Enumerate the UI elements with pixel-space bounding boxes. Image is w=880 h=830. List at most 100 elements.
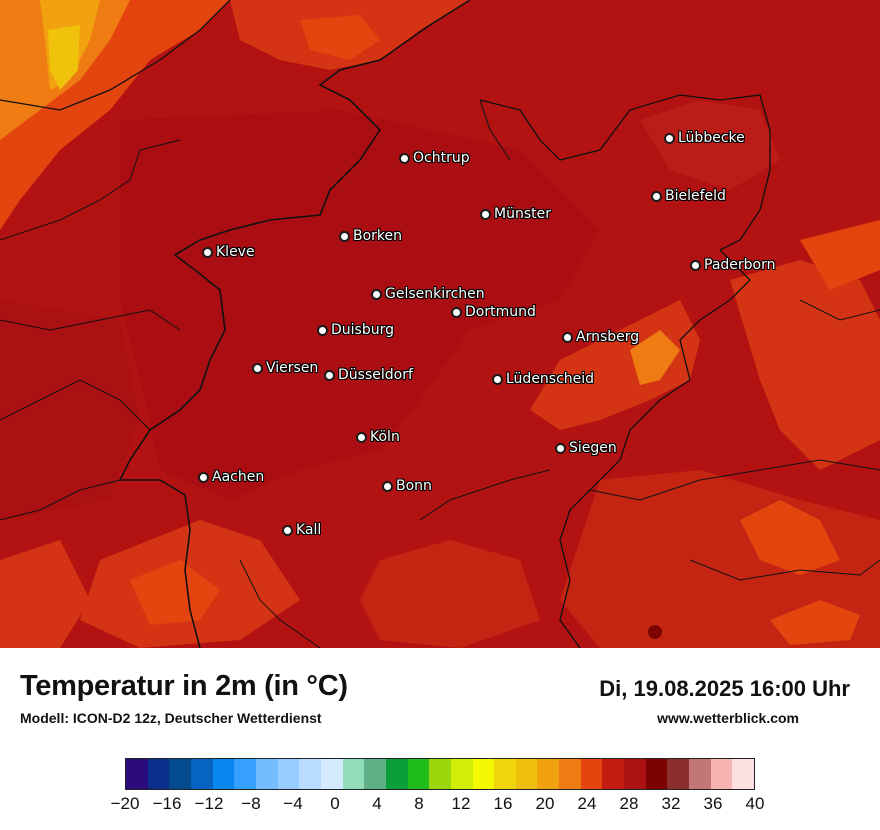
- city-dot-icon: [651, 190, 662, 202]
- city-label: Münster: [494, 206, 551, 222]
- scale-tick-label: 16: [493, 794, 513, 813]
- scale-tick-label: −16: [152, 794, 182, 813]
- temperature-map: Lübbecke Ochtrup Bielefeld Münster Borke…: [0, 0, 880, 648]
- city-marker: Bonn: [382, 478, 432, 494]
- scale-tick-label: 20: [535, 794, 555, 813]
- city-label: Paderborn: [704, 257, 776, 273]
- scale-tick-label: 0: [330, 794, 340, 813]
- city-marker: Köln: [356, 429, 400, 445]
- city-marker: Siegen: [555, 440, 617, 456]
- city-marker: Ochtrup: [399, 150, 470, 166]
- color-swatch: [234, 759, 256, 789]
- city-dot-icon: [555, 442, 566, 454]
- color-swatch: [147, 759, 170, 789]
- city-marker: Dortmund: [451, 304, 536, 320]
- city-marker: Kall: [282, 522, 321, 538]
- city-label: Kleve: [216, 244, 255, 260]
- forecast-datetime: Di, 19.08.2025 16:00 Uhr: [599, 676, 850, 701]
- scale-tick-label: −12: [194, 794, 224, 813]
- color-swatch: [190, 759, 213, 789]
- color-swatch: [169, 759, 191, 789]
- color-swatch: [559, 759, 581, 789]
- city-label: Ochtrup: [413, 150, 470, 166]
- scale-tick-label: 28: [619, 794, 639, 813]
- city-label: Duisburg: [331, 322, 394, 338]
- city-dot-icon: [451, 306, 462, 318]
- city-dot-icon: [252, 362, 263, 374]
- city-label: Düsseldorf: [338, 367, 413, 383]
- color-swatch: [732, 759, 755, 789]
- color-swatch: [537, 759, 560, 789]
- website-link[interactable]: www.wetterblick.com: [657, 710, 799, 726]
- color-swatch: [472, 759, 495, 789]
- city-dot-icon: [356, 431, 367, 443]
- scale-tick-label: −8: [241, 794, 261, 813]
- color-swatch: [580, 759, 603, 789]
- scale-tick-label: −4: [283, 794, 303, 813]
- city-label: Lübbecke: [678, 130, 745, 146]
- city-dot-icon: [480, 208, 491, 220]
- city-dot-icon: [371, 288, 382, 300]
- color-swatch: [689, 759, 711, 789]
- city-marker: Paderborn: [690, 257, 775, 273]
- scale-tick-label: 8: [414, 794, 424, 813]
- color-swatch: [385, 759, 408, 789]
- city-label: Köln: [370, 429, 400, 445]
- city-label: Arnsberg: [576, 329, 640, 345]
- color-scale-bar: [125, 758, 755, 790]
- scale-tick-label: −20: [110, 794, 140, 813]
- city-marker: Münster: [480, 206, 551, 222]
- city-label: Lüdenscheid: [506, 371, 595, 387]
- scale-tick-label: 36: [703, 794, 723, 813]
- city-dot-icon: [382, 480, 393, 492]
- temperature-field: [0, 0, 880, 648]
- city-marker: Bielefeld: [651, 188, 726, 204]
- color-scale-ticks: −20 −16 −12 −8 −4 0 4 8 12 16 20 24 28 32 36 40: [0, 794, 880, 818]
- city-marker: Kleve: [202, 244, 255, 260]
- color-swatch: [624, 759, 646, 789]
- scale-tick-label: 32: [661, 794, 681, 813]
- color-swatch: [710, 759, 733, 789]
- city-dot-icon: [282, 524, 293, 536]
- city-dot-icon: [339, 230, 350, 242]
- city-marker: Viersen: [252, 360, 318, 376]
- city-marker: Gelsenkirchen: [371, 286, 485, 302]
- city-label: Aachen: [212, 469, 265, 485]
- color-swatch: [602, 759, 625, 789]
- city-marker: Duisburg: [317, 322, 394, 338]
- city-marker: Düsseldorf: [324, 367, 413, 383]
- color-swatch: [126, 759, 148, 789]
- color-swatch: [277, 759, 300, 789]
- city-dot-icon: [198, 471, 209, 483]
- city-dot-icon: [399, 152, 410, 164]
- scale-tick-label: 4: [372, 794, 382, 813]
- color-swatch: [320, 759, 343, 789]
- city-dot-icon: [664, 132, 675, 144]
- map-title: Temperatur in 2m (in °C): [20, 670, 348, 702]
- scale-tick-label: 24: [577, 794, 597, 813]
- city-label: Siegen: [569, 440, 617, 456]
- city-dot-icon: [324, 369, 335, 381]
- color-swatch: [342, 759, 365, 789]
- city-dot-icon: [690, 259, 701, 271]
- model-info: Modell: ICON-D2 12z, Deutscher Wetterdie…: [20, 710, 322, 726]
- city-label: Bielefeld: [665, 188, 726, 204]
- color-swatch: [494, 759, 516, 789]
- color-swatch: [299, 759, 321, 789]
- color-swatch: [429, 759, 451, 789]
- scale-tick-label: 40: [745, 794, 765, 813]
- color-swatch: [364, 759, 386, 789]
- color-swatch: [450, 759, 473, 789]
- scale-tick-label: 12: [451, 794, 471, 813]
- city-marker: Arnsberg: [562, 329, 639, 345]
- city-dot-icon: [202, 246, 213, 258]
- city-dot-icon: [562, 331, 573, 343]
- city-dot-icon: [317, 324, 328, 336]
- city-label: Bonn: [396, 478, 432, 494]
- color-swatch: [212, 759, 235, 789]
- legend-panel: Temperatur in 2m (in °C) Modell: ICON-D2…: [0, 648, 880, 830]
- city-label: Gelsenkirchen: [385, 286, 485, 302]
- city-dot-icon: [492, 373, 503, 385]
- city-label: Borken: [353, 228, 403, 244]
- color-swatch: [645, 759, 668, 789]
